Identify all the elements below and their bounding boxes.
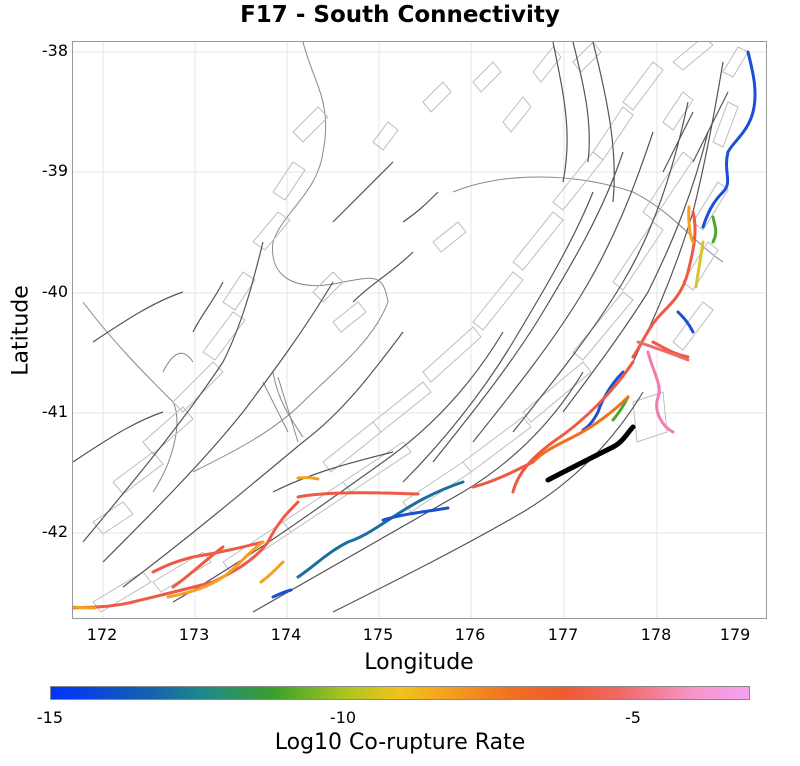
background-faults (73, 42, 729, 613)
fault-blue-c (581, 370, 625, 432)
colorbar-tick-label: -10 (329, 708, 357, 727)
fault-yellow-a (694, 240, 705, 289)
y-axis-title: Latitude (8, 285, 34, 376)
fault-teal-a (296, 480, 465, 579)
xtick-label: 176 (454, 625, 486, 644)
fault-red-d (471, 460, 535, 489)
corupture-faults (73, 50, 757, 610)
xtick-label: 179 (719, 625, 751, 644)
colorbar-tick-label: -5 (625, 708, 641, 727)
fault-black-selected (545, 424, 636, 483)
fault-red-i (636, 340, 690, 362)
fault-orange-e (259, 560, 285, 584)
chart-title: F17 - South Connectivity (240, 2, 560, 28)
xtick-label: 175 (362, 625, 394, 644)
ytick-label: -42 (41, 522, 68, 541)
coastline (82, 42, 724, 493)
xtick-label: 173 (178, 625, 210, 644)
fault-orange-b (531, 395, 630, 464)
map-svg (73, 42, 766, 618)
fault-pink-a (646, 350, 675, 434)
fault-red-c (511, 360, 635, 494)
fault-green-a (711, 215, 718, 244)
fault-blue-d (381, 506, 450, 522)
xtick-label: 177 (547, 625, 579, 644)
x-axis-title: Longitude (364, 650, 474, 675)
ytick-label: -39 (41, 161, 68, 180)
fault-red-h (171, 545, 225, 589)
fault-blue-north (721, 50, 757, 194)
xtick-label: 174 (270, 625, 302, 644)
fault-blue-short (701, 190, 725, 229)
map-plot-area[interactable] (72, 41, 767, 619)
fault-orange-f (73, 605, 97, 610)
fault-red-e (296, 491, 420, 499)
ytick-label: -41 (41, 402, 68, 421)
fault-orange-c (296, 476, 320, 481)
fault-orange-a (687, 205, 695, 244)
colorbar-tick-label: -15 (36, 708, 64, 727)
fault-red-g (151, 540, 265, 574)
fault-orange-d (166, 540, 265, 599)
xtick-label: 172 (86, 625, 118, 644)
xtick-label: 178 (640, 625, 672, 644)
fault-red-b (651, 340, 690, 359)
colorbar (50, 686, 750, 700)
colorbar-title: Log10 Co-rupture Rate (274, 730, 526, 755)
gridlines (73, 42, 766, 618)
ytick-label: -40 (41, 282, 68, 301)
fault-blue-e (271, 588, 293, 599)
fault-blue-b (676, 310, 695, 334)
ytick-label: -38 (41, 41, 68, 60)
